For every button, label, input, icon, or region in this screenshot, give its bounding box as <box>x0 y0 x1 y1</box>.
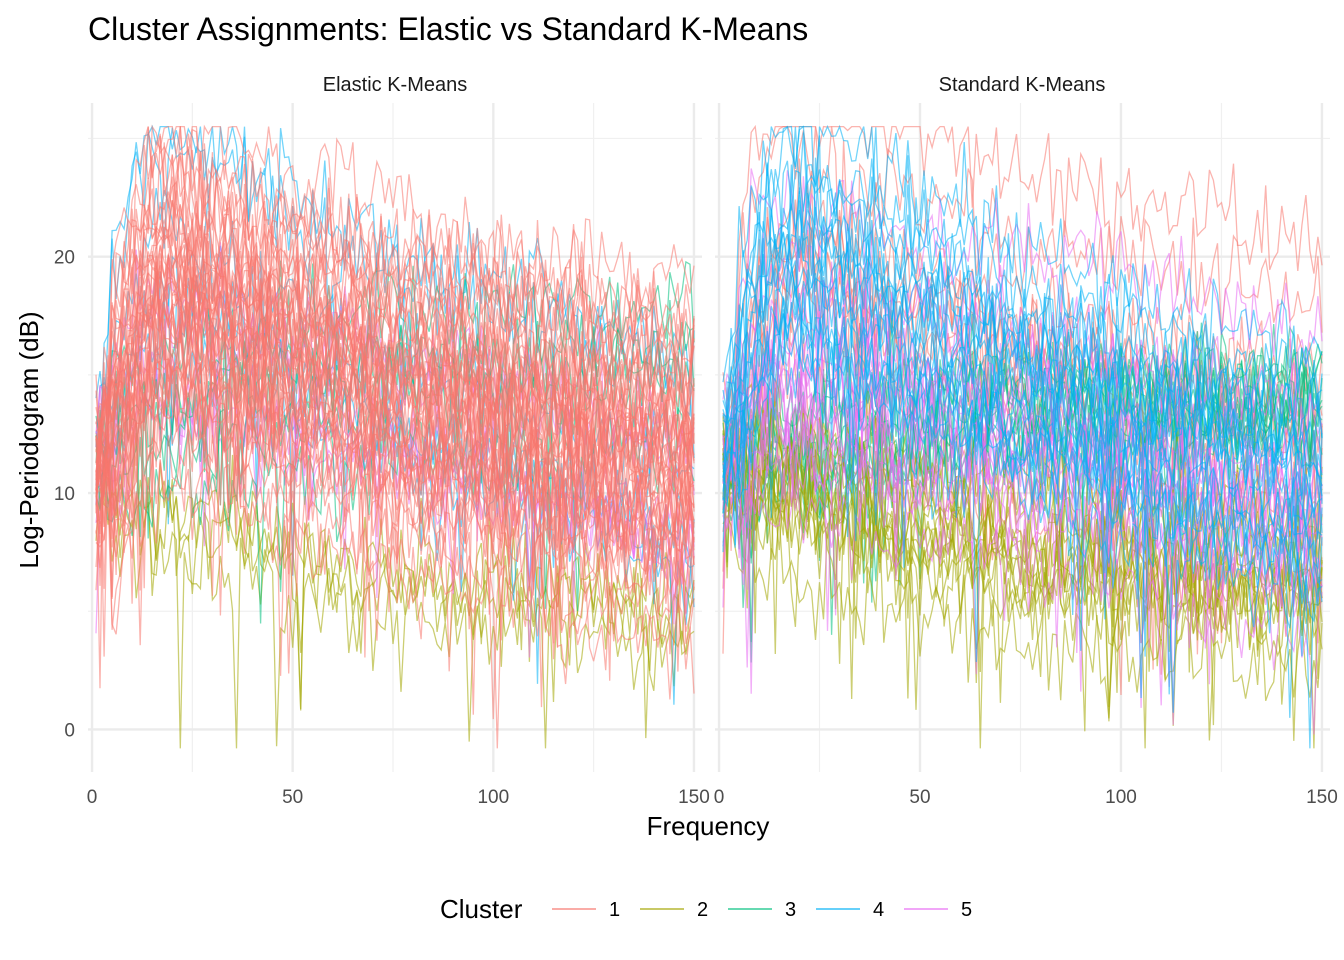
panel-strip-label: Elastic K-Means <box>323 74 468 96</box>
series-line-cluster-2 <box>95 487 695 749</box>
series-line-cluster-5 <box>722 453 1323 735</box>
series-group <box>95 124 695 749</box>
x-tick-label: 150 <box>678 787 710 808</box>
series-line-cluster-1 <box>95 124 695 452</box>
series-line-cluster-1 <box>95 135 695 457</box>
series-line-cluster-1 <box>95 232 695 547</box>
y-tick-label: 20 <box>54 248 75 269</box>
series-line-cluster-1 <box>95 315 695 672</box>
legend-items: 1 2 3 4 5 <box>552 899 972 921</box>
series-line-cluster-4 <box>722 125 1323 481</box>
x-tick-label: 0 <box>87 787 98 808</box>
legend-label: 2 <box>697 899 708 921</box>
panel-strip-label: Standard K-Means <box>939 74 1106 96</box>
legend-label: 1 <box>609 899 620 921</box>
series-line-cluster-1 <box>95 406 695 749</box>
y-tick-labels: 0 10 20 <box>54 248 75 742</box>
series-line-cluster-1 <box>95 365 695 614</box>
x-axis-title: Frequency <box>647 811 770 841</box>
x-tick-label: 50 <box>909 787 930 808</box>
series-line-cluster-4 <box>722 126 1323 494</box>
series-line-cluster-1 <box>95 225 695 525</box>
y-tick-label: 0 <box>64 720 75 741</box>
x-tick-labels: 0 50 100 150 <box>87 787 710 808</box>
legend-label: 4 <box>873 899 884 921</box>
series-line-cluster-1 <box>95 225 695 590</box>
series-line-cluster-1 <box>95 345 695 655</box>
panel-standard: Standard K-Means 0 50 100 150 <box>714 74 1338 808</box>
series-line-cluster-4 <box>722 295 1323 713</box>
series-line-cluster-1 <box>95 348 695 644</box>
series-line-cluster-1 <box>95 265 695 576</box>
series-line-cluster-4 <box>722 124 1323 435</box>
legend-title: Cluster <box>440 894 523 924</box>
x-tick-label: 150 <box>1306 787 1338 808</box>
series-line-cluster-4 <box>722 253 1323 657</box>
x-tick-label: 50 <box>282 787 303 808</box>
y-tick-label: 10 <box>54 484 75 505</box>
legend-label: 3 <box>785 899 796 921</box>
series-line-cluster-5 <box>722 419 1323 725</box>
series-group <box>722 124 1323 749</box>
series-line-cluster-4 <box>722 191 1323 600</box>
series-line-cluster-5 <box>722 412 1323 687</box>
series-line-cluster-1 <box>95 176 695 541</box>
x-tick-label: 100 <box>477 787 509 808</box>
legend: Cluster 1 2 3 4 5 <box>440 894 972 924</box>
y-axis-title: Log-Periodogram (dB) <box>14 311 44 568</box>
chart-title: Cluster Assignments: Elastic vs Standard… <box>88 11 808 47</box>
x-tick-label: 100 <box>1105 787 1137 808</box>
series-line-cluster-1 <box>722 124 1323 401</box>
panel-elastic: Elastic K-Means 0 50 100 150 <box>87 74 710 808</box>
x-tick-label: 0 <box>714 787 725 808</box>
series-line-cluster-5 <box>722 382 1323 649</box>
series-line-cluster-1 <box>95 261 695 615</box>
series-line-cluster-1 <box>95 126 695 469</box>
series-line-cluster-4 <box>722 298 1323 602</box>
series-line-cluster-2 <box>722 514 1323 719</box>
series-line-cluster-4 <box>722 200 1323 575</box>
series-line-cluster-1 <box>95 124 695 425</box>
series-line-cluster-1 <box>95 125 695 454</box>
x-tick-labels: 0 50 100 150 <box>714 787 1338 808</box>
series-line-cluster-2 <box>95 443 695 739</box>
legend-label: 5 <box>961 899 972 921</box>
series-line-cluster-1 <box>95 269 695 571</box>
series-line-cluster-1 <box>95 430 695 720</box>
